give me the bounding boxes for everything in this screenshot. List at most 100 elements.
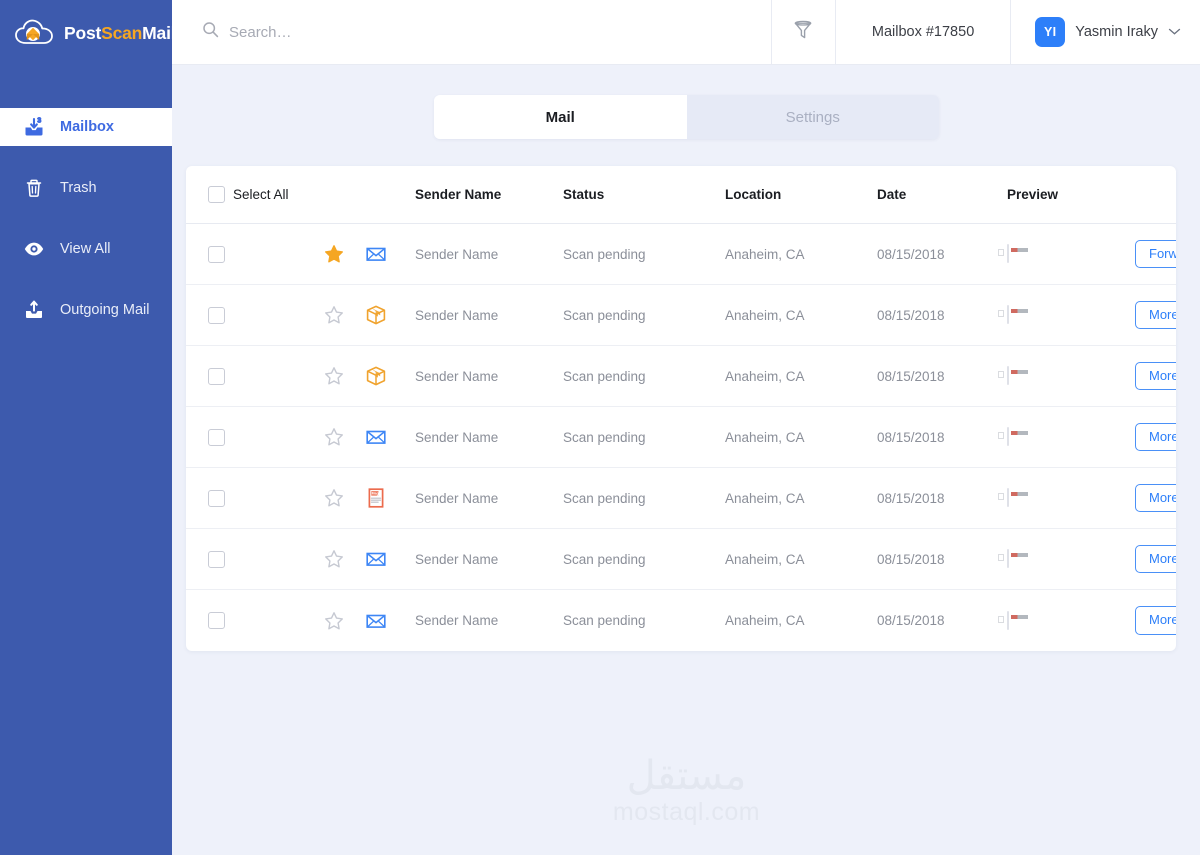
mail-scan-thumbnail[interactable]	[998, 488, 1009, 507]
mail-type-icon-cell	[351, 609, 401, 633]
column-header-sender: Sender Name	[415, 187, 502, 202]
mail-type-icon-cell	[351, 364, 401, 388]
forward-button[interactable]: Forward	[1135, 239, 1176, 269]
cell-preview[interactable]	[998, 610, 1135, 630]
mail-table-container: Select All Sender Name Status Location D…	[172, 139, 1200, 651]
filter-button[interactable]	[770, 0, 835, 64]
brand-part-mail: Mail	[142, 22, 176, 43]
table-header-row: Select All Sender Name Status Location D…	[186, 166, 1176, 224]
user-menu[interactable]: YI Yasmin Iraky	[1010, 0, 1200, 64]
table-row[interactable]: Sender Name Scan pending Anaheim, CA 08/…	[186, 590, 1176, 651]
brand-name: PostScanMail	[64, 22, 176, 44]
cell-actions: More	[1135, 544, 1176, 574]
tab-mail[interactable]: Mail	[434, 95, 687, 139]
more-button[interactable]: More	[1135, 606, 1176, 635]
cell-preview[interactable]	[998, 305, 1135, 324]
cell-preview[interactable]	[998, 366, 1135, 385]
table-row[interactable]: Sender Name Scan pending Anaheim, CA 08/…	[186, 407, 1176, 468]
sidebar-nav: 3 Mailbox Trash	[0, 108, 172, 329]
star-outline-icon[interactable]	[324, 305, 344, 325]
more-button[interactable]: More	[1135, 300, 1176, 330]
star-toggle[interactable]	[317, 611, 351, 631]
table-row[interactable]: Mag Sender Name Scan pending Anaheim, CA…	[186, 468, 1176, 529]
star-filled-icon[interactable]	[324, 244, 344, 264]
row-checkbox-cell	[186, 612, 225, 629]
more-button[interactable]: More	[1135, 361, 1176, 391]
more-button[interactable]: More	[1135, 483, 1176, 513]
row-checkbox[interactable]	[208, 367, 225, 385]
main-area: Search… Mailbox #17850 YI Yasmin Iraky	[172, 0, 1200, 855]
watermark-arabic: مستقل	[626, 753, 747, 799]
cell-preview[interactable]	[998, 427, 1135, 446]
row-checkbox[interactable]	[208, 306, 225, 324]
mail-scan-thumbnail[interactable]	[998, 244, 1009, 263]
search-input[interactable]: Search…	[172, 0, 771, 64]
star-outline-icon[interactable]	[324, 427, 344, 447]
star-outline-icon[interactable]	[324, 488, 344, 508]
cell-actions: More	[1135, 606, 1176, 635]
sidebar-item-trash[interactable]: Trash	[0, 169, 172, 207]
more-button[interactable]: More	[1135, 422, 1176, 452]
sidebar-item-view-all[interactable]: View All	[0, 230, 172, 268]
star-outline-icon[interactable]	[324, 611, 344, 631]
mail-scan-thumbnail[interactable]	[998, 366, 1009, 385]
mail-type-icon-cell: Mag	[351, 486, 401, 510]
mail-scan-thumbnail[interactable]	[998, 305, 1009, 324]
star-outline-icon[interactable]	[324, 366, 344, 386]
star-toggle[interactable]	[317, 488, 351, 508]
row-checkbox-cell	[186, 306, 225, 324]
envelope-icon	[366, 552, 386, 566]
cell-status: Scan pending	[563, 490, 646, 506]
tab-bar: Mail Settings	[172, 65, 1200, 139]
mail-scan-thumbnail[interactable]	[998, 549, 1009, 568]
search-placeholder: Search…	[229, 23, 292, 41]
watermark-latin: mostaql.com	[612, 798, 761, 826]
row-checkbox[interactable]	[208, 489, 225, 507]
table-row[interactable]: Sender Name Scan pending Anaheim, CA 08/…	[186, 285, 1176, 346]
star-toggle[interactable]	[317, 549, 351, 569]
table-row[interactable]: Sender Name Scan pending Anaheim, CA 08/…	[186, 346, 1176, 407]
cell-preview[interactable]	[998, 549, 1135, 568]
sidebar-item-label-view-all: View All	[60, 240, 111, 257]
row-checkbox-cell	[186, 367, 225, 385]
star-toggle[interactable]	[317, 366, 351, 386]
column-header-select-all: Select All	[233, 187, 289, 202]
row-checkbox[interactable]	[208, 550, 225, 568]
mailbox-badge-count: 3	[37, 116, 41, 125]
cell-sender: Sender Name	[415, 368, 499, 384]
cell-actions: More	[1135, 422, 1176, 452]
mail-type-icon-cell	[351, 425, 401, 449]
cell-preview[interactable]	[998, 488, 1135, 507]
row-checkbox[interactable]	[208, 245, 225, 263]
sidebar-item-outgoing-mail[interactable]: Outgoing Mail	[0, 291, 172, 329]
select-all-checkbox[interactable]	[208, 186, 225, 203]
avatar: YI	[1035, 17, 1066, 47]
table-row[interactable]: Sender Name Scan pending Anaheim, CA 08/…	[186, 224, 1176, 285]
row-checkbox[interactable]	[208, 612, 225, 629]
cell-preview[interactable]	[998, 244, 1135, 263]
cell-sender: Sender Name	[415, 246, 499, 262]
row-checkbox[interactable]	[208, 428, 225, 446]
cell-status: Scan pending	[563, 368, 646, 384]
user-name-label: Yasmin Iraky	[1075, 24, 1158, 40]
cell-date: 08/15/2018	[877, 613, 945, 628]
topbar: Search… Mailbox #17850 YI Yasmin Iraky	[172, 0, 1200, 65]
row-checkbox-cell	[186, 550, 225, 568]
star-outline-icon[interactable]	[324, 549, 344, 569]
brand-logo[interactable]: PostScanMail	[0, 0, 176, 66]
star-toggle[interactable]	[317, 305, 351, 325]
cell-sender: Sender Name	[415, 551, 499, 567]
cell-sender: Sender Name	[415, 613, 499, 628]
mail-scan-thumbnail[interactable]	[998, 427, 1009, 446]
mail-scan-thumbnail[interactable]	[998, 610, 1009, 630]
sidebar-item-mailbox[interactable]: 3 Mailbox	[0, 108, 172, 146]
sidebar-item-label-outgoing-mail: Outgoing Mail	[60, 301, 150, 318]
table-row[interactable]: Sender Name Scan pending Anaheim, CA 08/…	[186, 529, 1176, 590]
brand-part-scan: Scan	[101, 22, 143, 43]
mailbox-id-label[interactable]: Mailbox #17850	[834, 0, 1010, 64]
cell-status: Scan pending	[563, 613, 646, 628]
tab-settings[interactable]: Settings	[686, 95, 939, 139]
star-toggle[interactable]	[317, 427, 351, 447]
more-button[interactable]: More	[1135, 544, 1176, 574]
star-toggle[interactable]	[317, 244, 351, 264]
